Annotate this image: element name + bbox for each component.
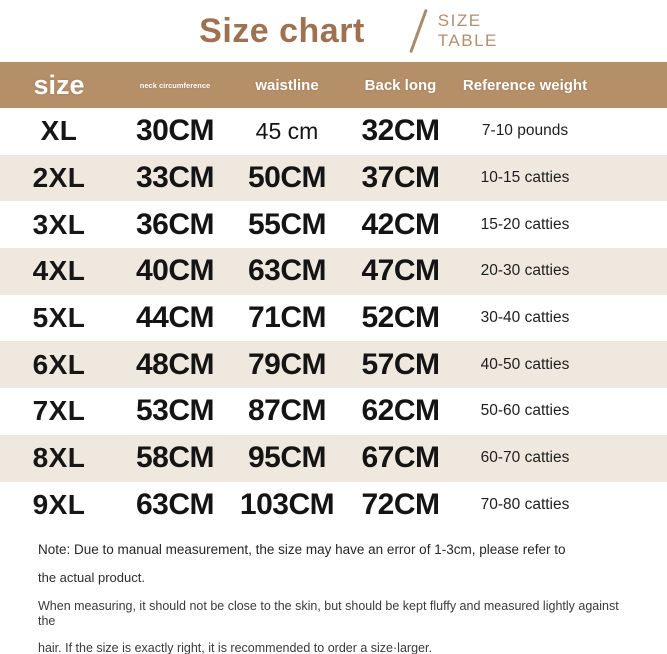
neck-cell: 63CM — [135, 487, 215, 521]
waistline-cell: 55CM — [247, 207, 327, 241]
back-long-cell: 42CM — [361, 207, 440, 241]
size-cell: XL — [40, 115, 78, 147]
neck-cell: 44CM — [135, 301, 215, 335]
neck-cell: 53CM — [135, 394, 215, 428]
waistline-cell: 63CM — [247, 254, 327, 288]
back-long-cell: 47CM — [361, 254, 440, 288]
col-header-reference-weight: Reference weight — [462, 76, 588, 94]
back-long-cell: 52CM — [361, 301, 440, 335]
back-long-cell: 62CM — [361, 394, 440, 428]
back-long-cell: 72CM — [361, 487, 440, 521]
waistline-cell: 95CM — [247, 441, 327, 475]
subtitle-line-1: SIZE — [437, 10, 482, 30]
title-block: Size chart SIZE TABLE — [0, 0, 667, 62]
reference-weight-cell: 15-20 catties — [480, 215, 570, 233]
size-cell: 2XL — [32, 162, 86, 194]
reference-weight-cell: 40-50 catties — [480, 355, 570, 373]
note-line-3: When measuring, it should not be close t… — [38, 599, 619, 629]
size-cell: 9XL — [32, 488, 86, 520]
page-subtitle: SIZE TABLE — [438, 11, 498, 51]
table-row: 8XL 58CM 95CM 67CM 60-70 catties — [0, 434, 667, 482]
reference-weight-cell: 30-40 catties — [480, 309, 570, 327]
subtitle-line-2: TABLE — [437, 31, 498, 50]
back-long-cell: 67CM — [361, 441, 440, 475]
size-cell: 8XL — [32, 442, 86, 474]
waistline-cell: 45 cm — [255, 117, 319, 144]
col-header-size: size — [33, 69, 85, 100]
back-long-cell: 57CM — [361, 347, 440, 381]
table-row: 5XL 44CM 71CM 52CM 30-40 catties — [0, 294, 667, 342]
table-row: 2XL 33CM 50CM 37CM 10-15 catties — [0, 154, 667, 202]
note-line-2: the actual product. — [38, 570, 145, 586]
back-long-cell: 37CM — [361, 161, 440, 195]
neck-cell: 40CM — [135, 254, 215, 288]
col-header-neck-circumference: neck circumference — [139, 80, 211, 90]
size-cell: 7XL — [32, 395, 86, 427]
page-title: Size chart — [199, 11, 365, 50]
table-row: XL 30CM 45 cm 32CM 7-10 pounds — [0, 108, 667, 155]
neck-cell: 48CM — [135, 347, 215, 381]
size-cell: 6XL — [32, 348, 86, 380]
neck-cell: 58CM — [135, 441, 215, 475]
col-header-waistline: waistline — [255, 76, 319, 94]
waistline-cell: 71CM — [247, 301, 327, 335]
neck-cell: 36CM — [135, 207, 215, 241]
reference-weight-cell: 60-70 catties — [480, 449, 570, 467]
reference-weight-cell: 70-80 catties — [480, 495, 570, 513]
reference-weight-cell: 50-60 catties — [480, 402, 570, 420]
note-line-4: hair. If the size is exactly right, it i… — [38, 641, 432, 654]
size-cell: 3XL — [32, 208, 86, 240]
neck-cell: 30CM — [135, 114, 215, 148]
neck-cell: 33CM — [135, 161, 215, 195]
slash-divider-icon — [408, 8, 428, 54]
waistline-cell: 103CM — [239, 487, 335, 521]
table-row: 3XL 36CM 55CM 42CM 15-20 catties — [0, 201, 667, 249]
note-line-1: Note: Due to manual measurement, the siz… — [38, 542, 566, 558]
reference-weight-cell: 20-30 catties — [480, 262, 570, 280]
col-header-back-long: Back long — [364, 76, 437, 94]
table-row: 6XL 48CM 79CM 57CM 40-50 catties — [0, 341, 667, 389]
reference-weight-cell: 10-15 catties — [480, 169, 570, 187]
table-header-row: size neck circumference waistline Back l… — [0, 62, 667, 108]
size-cell: 4XL — [32, 255, 86, 287]
waistline-cell: 79CM — [247, 347, 327, 381]
size-cell: 5XL — [32, 302, 86, 334]
back-long-cell: 32CM — [361, 114, 440, 148]
table-row: 9XL 63CM 103CM 72CM 70-80 catties — [0, 481, 667, 529]
notes-block: Note: Due to manual measurement, the siz… — [0, 528, 667, 654]
table-row: 4XL 40CM 63CM 47CM 20-30 catties — [0, 248, 667, 295]
table-row: 7XL 53CM 87CM 62CM 50-60 catties — [0, 388, 667, 435]
waistline-cell: 50CM — [247, 161, 327, 195]
waistline-cell: 87CM — [247, 394, 327, 428]
reference-weight-cell: 7-10 pounds — [481, 122, 569, 140]
